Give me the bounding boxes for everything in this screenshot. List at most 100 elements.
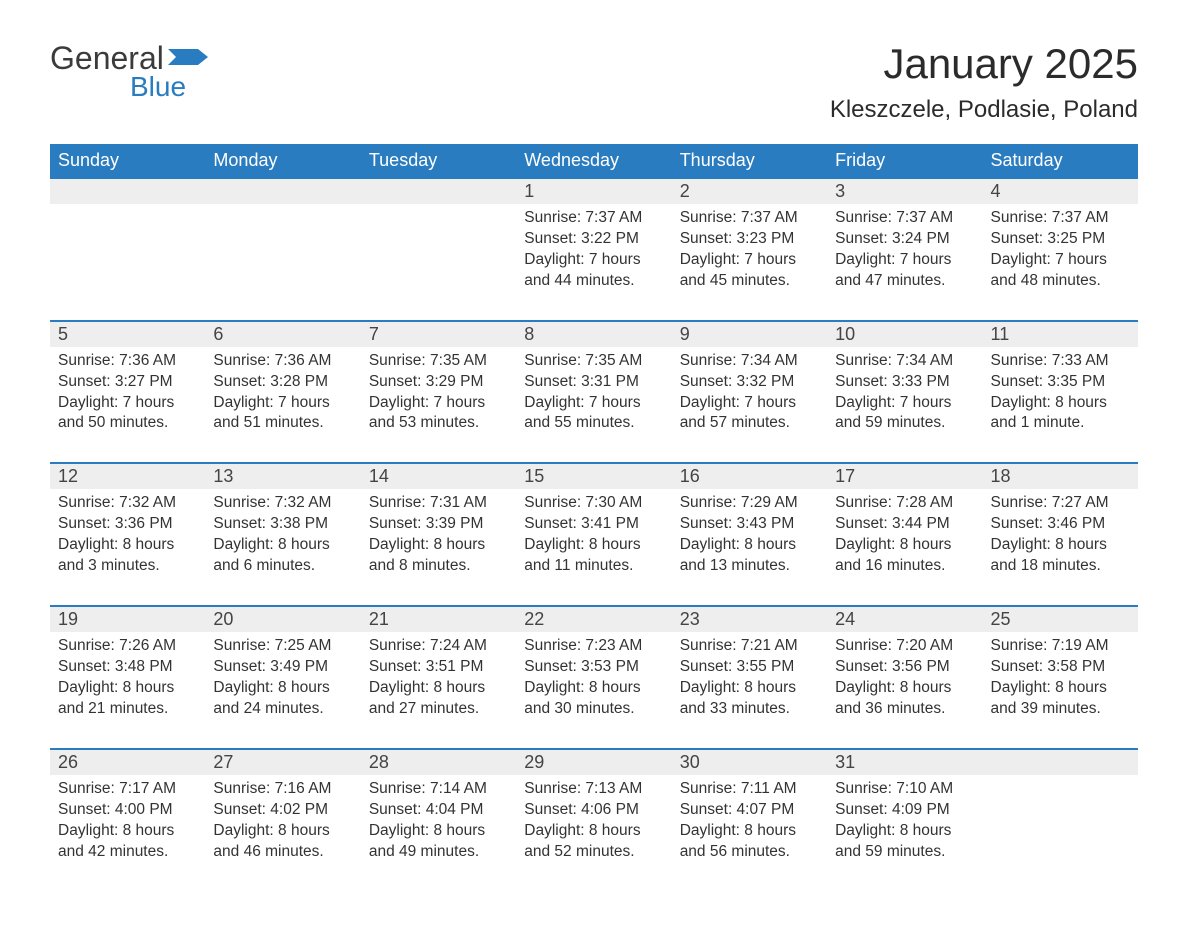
sunrise-text: Sunrise: 7:11 AM bbox=[680, 779, 819, 800]
sunset-text: Sunset: 3:35 PM bbox=[991, 372, 1130, 393]
sunset-text: Sunset: 3:33 PM bbox=[835, 372, 974, 393]
title-block: January 2025 Kleszczele, Podlasie, Polan… bbox=[830, 40, 1138, 124]
day-number: 8 bbox=[516, 321, 671, 347]
day-details: Sunrise: 7:16 AMSunset: 4:02 PMDaylight:… bbox=[205, 775, 360, 891]
weekday-header: Wednesday bbox=[516, 144, 671, 178]
day-number: 10 bbox=[827, 321, 982, 347]
sunset-text: Sunset: 3:55 PM bbox=[680, 657, 819, 678]
sunrise-text: Sunrise: 7:36 AM bbox=[213, 351, 352, 372]
day-details: Sunrise: 7:32 AMSunset: 3:38 PMDaylight:… bbox=[205, 489, 360, 606]
sunrise-text: Sunrise: 7:35 AM bbox=[524, 351, 663, 372]
daylight-text: Daylight: 8 hours and 6 minutes. bbox=[213, 535, 352, 577]
day-details: Sunrise: 7:36 AMSunset: 3:27 PMDaylight:… bbox=[50, 347, 205, 464]
calendar-header-row: SundayMondayTuesdayWednesdayThursdayFrid… bbox=[50, 144, 1138, 178]
daylight-text: Daylight: 8 hours and 30 minutes. bbox=[524, 678, 663, 720]
day-number-row: 567891011 bbox=[50, 321, 1138, 347]
day-number: 1 bbox=[516, 178, 671, 204]
sunrise-text: Sunrise: 7:36 AM bbox=[58, 351, 197, 372]
sunrise-text: Sunrise: 7:19 AM bbox=[991, 636, 1130, 657]
sunset-text: Sunset: 3:41 PM bbox=[524, 514, 663, 535]
sunset-text: Sunset: 3:38 PM bbox=[213, 514, 352, 535]
weekday-header: Saturday bbox=[983, 144, 1138, 178]
sunrise-text: Sunrise: 7:37 AM bbox=[680, 208, 819, 229]
sunset-text: Sunset: 3:51 PM bbox=[369, 657, 508, 678]
day-number: 26 bbox=[50, 749, 205, 775]
sunset-text: Sunset: 3:49 PM bbox=[213, 657, 352, 678]
day-number-row: 262728293031 bbox=[50, 749, 1138, 775]
daylight-text: Daylight: 7 hours and 59 minutes. bbox=[835, 393, 974, 435]
daylight-text: Daylight: 8 hours and 16 minutes. bbox=[835, 535, 974, 577]
daylight-text: Daylight: 7 hours and 55 minutes. bbox=[524, 393, 663, 435]
sunrise-text: Sunrise: 7:27 AM bbox=[991, 493, 1130, 514]
day-body-row: Sunrise: 7:26 AMSunset: 3:48 PMDaylight:… bbox=[50, 632, 1138, 749]
sunset-text: Sunset: 4:07 PM bbox=[680, 800, 819, 821]
day-details: Sunrise: 7:27 AMSunset: 3:46 PMDaylight:… bbox=[983, 489, 1138, 606]
sunset-text: Sunset: 3:23 PM bbox=[680, 229, 819, 250]
sunrise-text: Sunrise: 7:30 AM bbox=[524, 493, 663, 514]
sunset-text: Sunset: 3:56 PM bbox=[835, 657, 974, 678]
daylight-text: Daylight: 8 hours and 36 minutes. bbox=[835, 678, 974, 720]
empty-cell bbox=[361, 178, 516, 204]
day-number: 17 bbox=[827, 463, 982, 489]
sunset-text: Sunset: 3:43 PM bbox=[680, 514, 819, 535]
sunset-text: Sunset: 3:32 PM bbox=[680, 372, 819, 393]
daylight-text: Daylight: 7 hours and 48 minutes. bbox=[991, 250, 1130, 292]
weekday-header: Friday bbox=[827, 144, 982, 178]
empty-cell bbox=[205, 178, 360, 204]
day-number: 4 bbox=[983, 178, 1138, 204]
day-details: Sunrise: 7:21 AMSunset: 3:55 PMDaylight:… bbox=[672, 632, 827, 749]
day-details: Sunrise: 7:35 AMSunset: 3:29 PMDaylight:… bbox=[361, 347, 516, 464]
daylight-text: Daylight: 8 hours and 49 minutes. bbox=[369, 821, 508, 863]
day-body-row: Sunrise: 7:36 AMSunset: 3:27 PMDaylight:… bbox=[50, 347, 1138, 464]
sunset-text: Sunset: 3:27 PM bbox=[58, 372, 197, 393]
daylight-text: Daylight: 8 hours and 21 minutes. bbox=[58, 678, 197, 720]
logo-text-blue: Blue bbox=[130, 71, 212, 103]
day-number-row: 1234 bbox=[50, 178, 1138, 204]
day-details: Sunrise: 7:14 AMSunset: 4:04 PMDaylight:… bbox=[361, 775, 516, 891]
daylight-text: Daylight: 8 hours and 18 minutes. bbox=[991, 535, 1130, 577]
day-number: 5 bbox=[50, 321, 205, 347]
sunrise-text: Sunrise: 7:16 AM bbox=[213, 779, 352, 800]
sunset-text: Sunset: 3:39 PM bbox=[369, 514, 508, 535]
sunset-text: Sunset: 4:00 PM bbox=[58, 800, 197, 821]
daylight-text: Daylight: 8 hours and 59 minutes. bbox=[835, 821, 974, 863]
day-number: 15 bbox=[516, 463, 671, 489]
sunrise-text: Sunrise: 7:37 AM bbox=[524, 208, 663, 229]
day-number: 22 bbox=[516, 606, 671, 632]
sunrise-text: Sunrise: 7:10 AM bbox=[835, 779, 974, 800]
day-details: Sunrise: 7:25 AMSunset: 3:49 PMDaylight:… bbox=[205, 632, 360, 749]
day-details: Sunrise: 7:33 AMSunset: 3:35 PMDaylight:… bbox=[983, 347, 1138, 464]
sunrise-text: Sunrise: 7:14 AM bbox=[369, 779, 508, 800]
sunset-text: Sunset: 3:24 PM bbox=[835, 229, 974, 250]
flag-icon bbox=[168, 45, 212, 74]
day-details: Sunrise: 7:26 AMSunset: 3:48 PMDaylight:… bbox=[50, 632, 205, 749]
weekday-header: Thursday bbox=[672, 144, 827, 178]
daylight-text: Daylight: 8 hours and 24 minutes. bbox=[213, 678, 352, 720]
daylight-text: Daylight: 7 hours and 51 minutes. bbox=[213, 393, 352, 435]
sunrise-text: Sunrise: 7:32 AM bbox=[213, 493, 352, 514]
empty-cell bbox=[50, 204, 205, 321]
day-number: 18 bbox=[983, 463, 1138, 489]
daylight-text: Daylight: 8 hours and 46 minutes. bbox=[213, 821, 352, 863]
day-details: Sunrise: 7:11 AMSunset: 4:07 PMDaylight:… bbox=[672, 775, 827, 891]
month-title: January 2025 bbox=[830, 40, 1138, 88]
sunset-text: Sunset: 3:48 PM bbox=[58, 657, 197, 678]
sunset-text: Sunset: 3:31 PM bbox=[524, 372, 663, 393]
day-number: 7 bbox=[361, 321, 516, 347]
day-number: 6 bbox=[205, 321, 360, 347]
daylight-text: Daylight: 8 hours and 8 minutes. bbox=[369, 535, 508, 577]
day-details: Sunrise: 7:20 AMSunset: 3:56 PMDaylight:… bbox=[827, 632, 982, 749]
sunrise-text: Sunrise: 7:37 AM bbox=[991, 208, 1130, 229]
day-details: Sunrise: 7:10 AMSunset: 4:09 PMDaylight:… bbox=[827, 775, 982, 891]
day-details: Sunrise: 7:13 AMSunset: 4:06 PMDaylight:… bbox=[516, 775, 671, 891]
sunrise-text: Sunrise: 7:24 AM bbox=[369, 636, 508, 657]
day-body-row: Sunrise: 7:17 AMSunset: 4:00 PMDaylight:… bbox=[50, 775, 1138, 891]
day-number-row: 12131415161718 bbox=[50, 463, 1138, 489]
weekday-header: Sunday bbox=[50, 144, 205, 178]
day-number: 30 bbox=[672, 749, 827, 775]
daylight-text: Daylight: 8 hours and 11 minutes. bbox=[524, 535, 663, 577]
day-details: Sunrise: 7:37 AMSunset: 3:22 PMDaylight:… bbox=[516, 204, 671, 321]
daylight-text: Daylight: 8 hours and 13 minutes. bbox=[680, 535, 819, 577]
day-details: Sunrise: 7:34 AMSunset: 3:32 PMDaylight:… bbox=[672, 347, 827, 464]
header: General Blue January 2025 Kleszczele, Po… bbox=[50, 40, 1138, 124]
